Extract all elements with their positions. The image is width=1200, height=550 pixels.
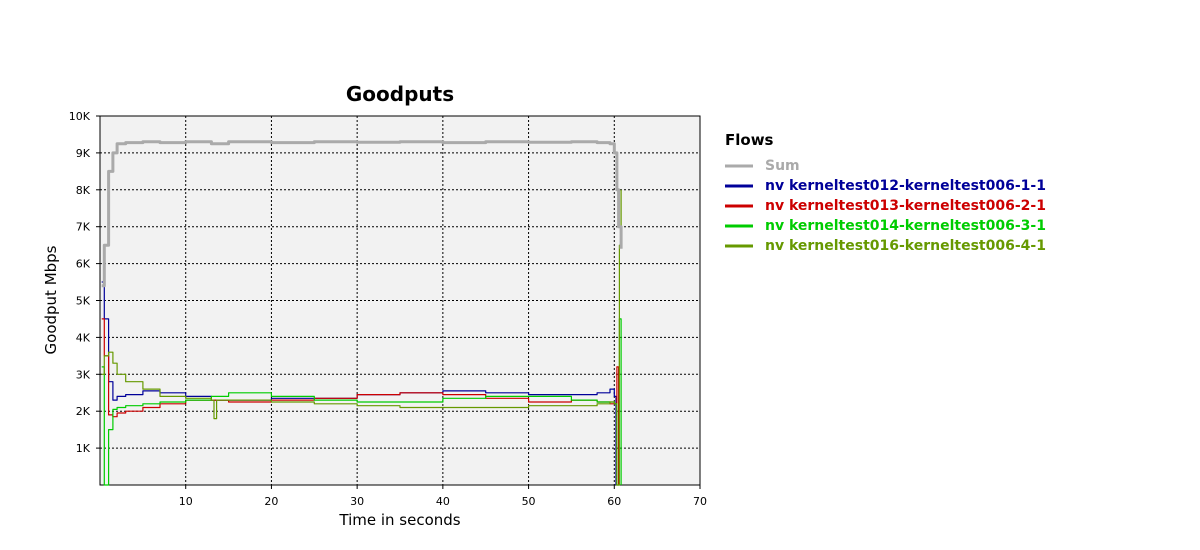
legend-title: Flows (725, 131, 774, 149)
x-axis-ticks: 10 20 30 40 50 60 70 (179, 485, 707, 508)
x-tick-label: 30 (350, 495, 364, 508)
x-axis-label: Time in seconds (338, 511, 460, 529)
y-tick-label: 3K (76, 368, 91, 381)
x-tick-label: 40 (436, 495, 450, 508)
y-tick-label: 10K (69, 110, 91, 123)
series-line-flow-1 (101, 281, 617, 485)
x-tick-label: 20 (264, 495, 278, 508)
chart-title: Goodputs (346, 82, 454, 106)
y-tick-label: 7K (76, 221, 91, 234)
x-tick-label: 10 (179, 495, 193, 508)
y-axis-label: Goodput Mbps (42, 245, 60, 354)
y-tick-label: 4K (76, 331, 91, 344)
grid-lines (100, 116, 700, 485)
legend-entry: nv kerneltest016-kerneltest006-4-1 (765, 238, 1046, 254)
series-line-flow-4 (101, 189, 622, 486)
x-tick-label: 60 (607, 495, 621, 508)
y-tick-label: 1K (76, 442, 91, 455)
y-tick-label: 8K (76, 184, 91, 197)
series-lines (101, 140, 623, 486)
x-tick-label: 50 (522, 495, 536, 508)
y-tick-label: 5K (76, 295, 91, 308)
legend-entry: nv kerneltest013-kerneltest006-2-1 (765, 198, 1046, 214)
y-tick-label: 2K (76, 405, 91, 418)
series-line-sum (101, 140, 623, 288)
y-tick-label: 6K (76, 258, 91, 271)
y-tick-label: 9K (76, 147, 91, 160)
x-tick-label: 70 (693, 495, 707, 508)
legend-entry: nv kerneltest012-kerneltest006-1-1 (765, 178, 1046, 194)
legend-entry: Sum (765, 158, 800, 174)
legend-entry: nv kerneltest014-kerneltest006-3-1 (765, 218, 1046, 234)
legend: Flows Sum nv kerneltest012-kerneltest006-… (725, 131, 1046, 254)
y-axis-ticks: 1K 2K 3K 4K 5K 6K 7K 8K 9K 10K (69, 110, 100, 455)
